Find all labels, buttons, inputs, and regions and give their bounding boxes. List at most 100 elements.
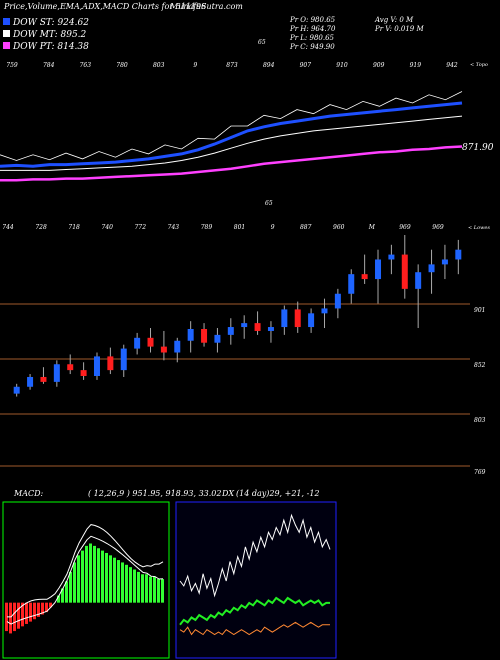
candle-body	[308, 313, 315, 328]
price-line	[0, 91, 463, 161]
candle-right-label: < Lowes	[468, 225, 490, 231]
macd-bar	[129, 567, 132, 603]
macd-bar	[141, 574, 144, 603]
candle-body	[27, 376, 34, 387]
macd-bar	[9, 602, 12, 634]
ohlc-low: Pr L: 980.65	[289, 34, 335, 42]
legend-mt: DOW MT: 895.2	[12, 30, 87, 40]
candle-value-label: 772	[135, 224, 147, 231]
candle-body	[348, 274, 355, 294]
macd-bar	[149, 576, 152, 603]
level-label-769: 769	[474, 469, 486, 476]
candle-value-label: 789	[201, 224, 213, 231]
level-label-852: 852	[474, 362, 486, 369]
macd-line	[7, 524, 164, 618]
macd-bar	[117, 560, 120, 603]
macd-bar	[69, 571, 72, 603]
macd-bar	[125, 564, 128, 603]
ohlc-volume: Pr V: 0.019 M	[374, 25, 424, 33]
candle-body	[174, 340, 181, 353]
candle-body	[227, 327, 234, 335]
candle-body	[455, 249, 462, 260]
top-value-label: 907	[300, 62, 312, 69]
ema-line-pt	[0, 145, 463, 182]
chart-title: Price,Volume,EMA,ADX,MACD Charts for 511…	[3, 2, 206, 11]
macd-bar	[45, 602, 48, 613]
candle-body	[401, 254, 408, 289]
macd-bars	[5, 543, 164, 634]
candle-body	[201, 329, 208, 343]
macd-bar	[49, 602, 52, 608]
top-value-label: 763	[80, 62, 92, 69]
candle-body	[40, 376, 47, 382]
candle-body	[93, 356, 100, 376]
candle-value-label: 740	[102, 224, 114, 231]
candle-value-label: 960	[333, 224, 345, 231]
candle-body	[388, 254, 395, 260]
candle-body	[441, 259, 448, 265]
macd-bar	[157, 579, 160, 603]
ema-lines	[0, 91, 463, 182]
candle-body	[361, 274, 368, 280]
candle-value-label: 728	[35, 224, 47, 231]
candle-body	[428, 264, 435, 273]
ohlc-open: Pr O: 980.65	[289, 16, 336, 24]
macd-bar	[133, 569, 136, 603]
candle-body	[281, 309, 288, 328]
price-levels: 901 852 803 769	[0, 303, 486, 476]
macd-bar	[121, 562, 124, 603]
candle-value-label: 887	[300, 224, 312, 231]
candle-body	[375, 259, 382, 280]
top-value-label: 942	[446, 62, 458, 69]
macd-bar	[81, 550, 84, 603]
site-name: MunafaSutra.com	[169, 2, 243, 11]
top-value-label: 803	[153, 62, 165, 69]
candle-value-label: M	[368, 224, 376, 231]
adx-panel	[175, 501, 337, 659]
ema-line-mt	[0, 115, 463, 171]
macd-params: ( 12,26,9 ) 951.95, 918.93, 33.02	[88, 489, 221, 498]
candle-body	[294, 309, 301, 328]
top-right-label: < Topo	[470, 62, 488, 68]
ohlc-close: Pr C: 949.90	[289, 43, 335, 51]
macd-bar	[85, 545, 88, 603]
candle-value-labels: 744 728 718 740 772 743 789 801 9 887 960 M 969 969	[2, 224, 444, 231]
macd-lines	[6, 524, 164, 625]
candle-value-label: 969	[432, 224, 444, 231]
top-value-label: 9	[193, 62, 197, 69]
candle-body	[187, 329, 194, 341]
top-value-label: 910	[336, 62, 348, 69]
macd-bar	[101, 550, 104, 603]
candle-body	[13, 386, 20, 394]
adx-lines	[179, 513, 331, 636]
ohlc-avg-volume: Avg V: 0 M	[374, 16, 414, 24]
macd-bar	[5, 602, 8, 632]
macd-bar	[65, 581, 68, 603]
macd-bar	[161, 579, 164, 603]
macd-bar	[109, 555, 112, 603]
macd-bar	[29, 602, 32, 622]
top-value-label: 784	[43, 62, 55, 69]
macd-bar	[73, 562, 76, 603]
macd-bar	[105, 552, 108, 603]
candle-body	[107, 356, 114, 371]
top-value-label: 780	[116, 62, 128, 69]
macd-bar	[21, 602, 24, 627]
candle-value-label: 969	[399, 224, 411, 231]
adx-label: DX	[221, 489, 234, 498]
candle-value-label: 743	[168, 224, 180, 231]
top-value-label: 873	[226, 62, 238, 69]
candles	[13, 235, 462, 397]
macd-bar	[25, 602, 28, 624]
candle-value-label: 744	[2, 224, 14, 231]
ohlc-high: Pr H: 964.70	[289, 25, 336, 33]
candle-body	[334, 293, 341, 309]
macd-bar	[37, 602, 40, 617]
legend-pt: DOW PT: 814.38	[12, 42, 89, 52]
candle-body	[321, 308, 328, 314]
macd-bar	[13, 602, 16, 632]
candle-mid-label: 65	[265, 200, 273, 207]
macd-bar	[61, 588, 64, 603]
candle-body	[120, 348, 127, 371]
